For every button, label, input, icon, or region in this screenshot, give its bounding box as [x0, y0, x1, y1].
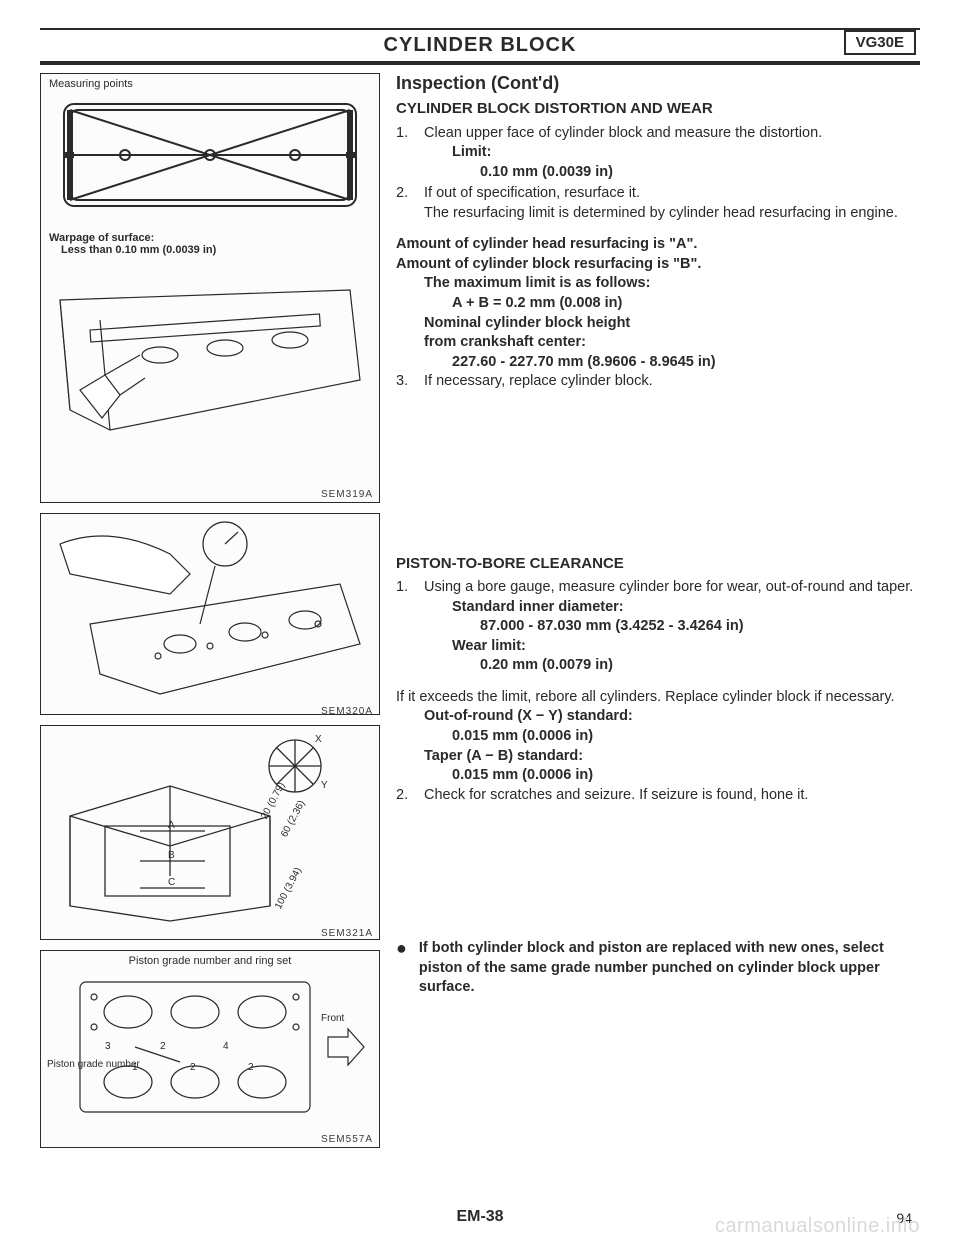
- figure-column: Measuring points: [40, 65, 380, 1148]
- step-num: 2.: [396, 184, 424, 223]
- limit-value: 0.10 mm (0.0039 in): [424, 163, 920, 183]
- fig3-y: Y: [321, 780, 328, 791]
- text-column: Inspection (Cont'd) CYLINDER BLOCK DISTO…: [396, 65, 920, 1148]
- figure-measuring-points: Measuring points: [40, 73, 380, 503]
- pistonbore-steps: 1. Using a bore gauge, measure cylinder …: [396, 578, 920, 676]
- svg-text:C: C: [168, 877, 175, 888]
- wear-value: 0.20 mm (0.0079 in): [424, 656, 920, 676]
- fig3-id: SEM321A: [41, 926, 379, 940]
- pb-step2: Check for scratches and seizure. If seiz…: [424, 786, 920, 806]
- from-label: from crankshaft center:: [396, 333, 920, 353]
- fig4-piston-label: Piston grade number: [47, 1059, 140, 1070]
- pistonbore-step2-list: 2. Check for scratches and seizure. If s…: [396, 786, 920, 806]
- pb-step1: Using a bore gauge, measure cylinder bor…: [424, 579, 913, 595]
- max-value: A + B = 0.2 mm (0.008 in): [396, 294, 920, 314]
- exceed-text: If it exceeds the limit, rebore all cyli…: [396, 688, 920, 708]
- figure-bore-measure: A B C X Y 20 (0.79) 60 (2.36) 100 (3.94)…: [40, 725, 380, 940]
- step2a-text: If out of specification, resurface it.: [424, 185, 640, 201]
- fig1-warp-label: Warpage of surface:: [49, 232, 371, 244]
- figure-bore-gauge: SEM320A: [40, 513, 380, 715]
- std-value: 87.000 - 87.030 mm (3.4252 - 3.4264 in): [424, 617, 920, 637]
- step2b-text: The resurfacing limit is determined by c…: [424, 205, 898, 221]
- document-title: CYLINDER BLOCK: [40, 34, 920, 57]
- fig1-drawing: Warpage of surface: Less than 0.10 mm (0…: [41, 90, 379, 487]
- fig2-drawing: [41, 514, 379, 704]
- nominal-value: 227.60 - 227.70 mm (8.9606 - 8.9645 in): [396, 353, 920, 373]
- watermark: carmanualsonline.info: [715, 1215, 920, 1238]
- distortion-heading: CYLINDER BLOCK DISTORTION AND WEAR: [396, 99, 920, 119]
- step1-text: Clean upper face of cylinder block and m…: [424, 125, 822, 141]
- taper-value: 0.015 mm (0.0006 in): [396, 766, 920, 786]
- section-title: Inspection (Cont'd): [396, 71, 920, 95]
- distortion-step3-list: 3. If necessary, replace cylinder block.: [396, 372, 920, 392]
- step-num: 1.: [396, 124, 424, 183]
- svg-text:A: A: [168, 820, 175, 831]
- fig3-x: X: [315, 734, 322, 745]
- fig1-caption: Measuring points: [41, 74, 379, 90]
- pistonbore-heading: PISTON-TO-BORE CLEARANCE: [396, 554, 920, 574]
- figure-piston-grade: Piston grade number and ring set 3 2 4 1…: [40, 950, 380, 1148]
- step-num: 1.: [396, 578, 424, 676]
- svg-text:2: 2: [190, 1062, 196, 1073]
- note-text: If both cylinder block and piston are re…: [419, 939, 920, 998]
- amount-a: Amount of cylinder head resurfacing is "…: [396, 235, 920, 255]
- svg-text:B: B: [168, 850, 175, 861]
- nominal-label: Nominal cylinder block height: [396, 314, 920, 334]
- oor-label: Out-of-round (X − Y) standard:: [396, 707, 920, 727]
- step-num: 3.: [396, 372, 424, 392]
- step3-text: If necessary, replace cylinder block.: [424, 372, 920, 392]
- header: CYLINDER BLOCK VG30E: [40, 34, 920, 59]
- fig2-id: SEM320A: [41, 704, 379, 715]
- std-label: Standard inner diameter:: [424, 598, 920, 618]
- fig4-front: Front: [321, 1013, 344, 1024]
- fig4-id: SEM557A: [41, 1132, 379, 1147]
- oor-value: 0.015 mm (0.0006 in): [396, 727, 920, 747]
- fig1-id: SEM319A: [41, 487, 379, 502]
- svg-text:2: 2: [248, 1062, 254, 1073]
- note-block: ● If both cylinder block and piston are …: [396, 939, 920, 998]
- top-rule: [40, 28, 920, 30]
- fig4-drawing: 3 2 4 1 2 2 Piston grade number Front: [41, 967, 379, 1132]
- bullet-icon: ●: [396, 939, 407, 998]
- fig3-drawing: A B C X Y 20 (0.79) 60 (2.36) 100 (3.94): [41, 726, 379, 926]
- svg-text:4: 4: [223, 1041, 229, 1052]
- svg-text:2: 2: [160, 1041, 166, 1052]
- step-num: 2.: [396, 786, 424, 806]
- fig1-warp-value: Less than 0.10 mm (0.0039 in): [49, 244, 371, 256]
- engine-code-box: VG30E: [844, 30, 916, 55]
- amount-b: Amount of cylinder block resurfacing is …: [396, 255, 920, 275]
- distortion-steps: 1. Clean upper face of cylinder block an…: [396, 124, 920, 224]
- fig4-caption: Piston grade number and ring set: [41, 951, 379, 967]
- limit-label: Limit:: [424, 143, 920, 163]
- wear-label: Wear limit:: [424, 637, 920, 657]
- taper-label: Taper (A − B) standard:: [396, 747, 920, 767]
- svg-text:3: 3: [105, 1041, 111, 1052]
- max-label: The maximum limit is as follows:: [396, 274, 920, 294]
- body: Measuring points: [40, 65, 920, 1148]
